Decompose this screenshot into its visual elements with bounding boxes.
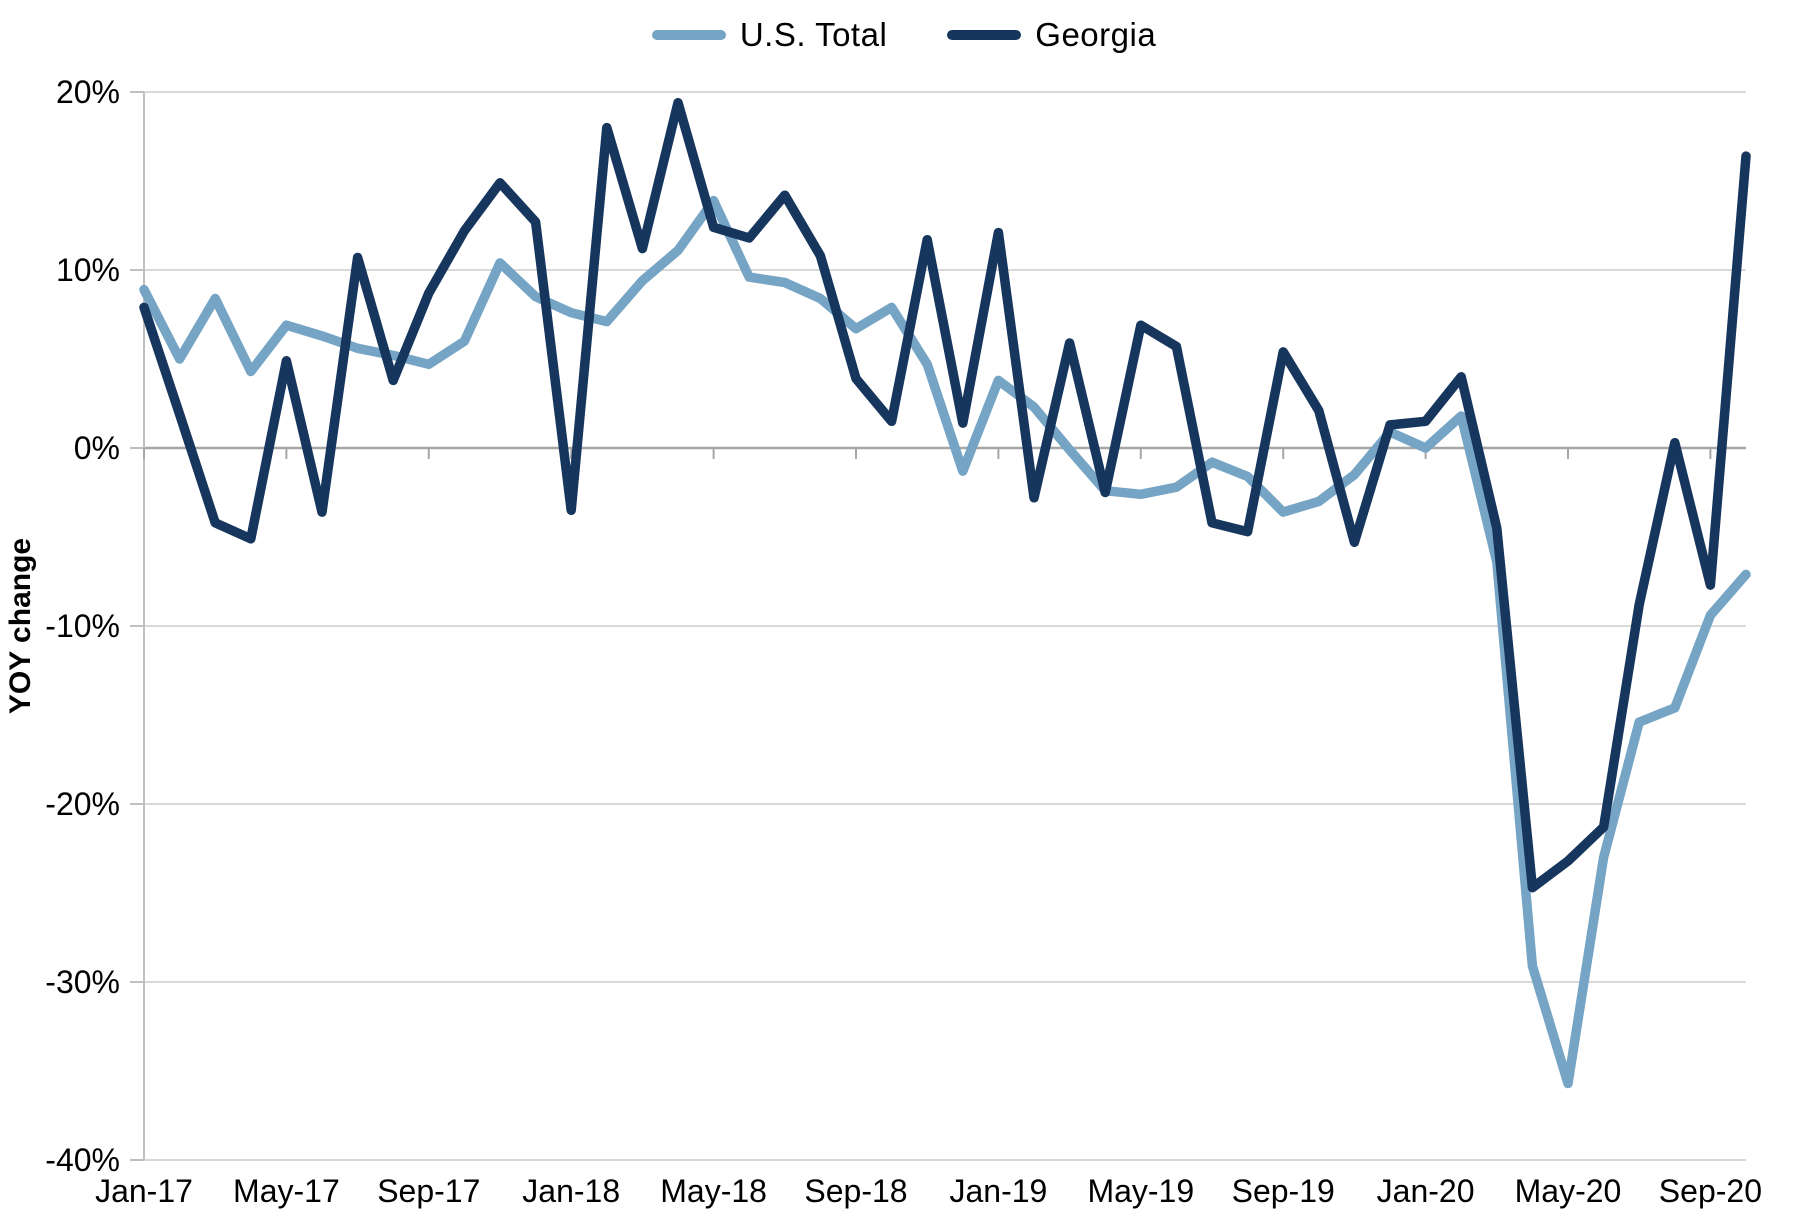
x-tick-label: Sep-19 <box>1232 1173 1335 1209</box>
legend-label: Georgia <box>1035 16 1157 53</box>
legend-swatch <box>947 30 1022 40</box>
legend-item: U.S. Total <box>651 16 888 54</box>
x-tick-label: Jan-17 <box>95 1173 193 1209</box>
y-tick-label: -10% <box>45 608 120 644</box>
x-tick-label: May-19 <box>1087 1173 1194 1209</box>
x-tick-label: Sep-18 <box>804 1173 907 1209</box>
legend-label: U.S. Total <box>739 16 888 53</box>
y-tick-label: -20% <box>45 786 120 822</box>
y-tick-label: -40% <box>45 1142 120 1178</box>
y-tick-label: -30% <box>45 964 120 1000</box>
chart-legend: U.S. Total Georgia <box>0 16 1808 54</box>
series-line-u-s-total <box>139 195 1751 1089</box>
x-tick-label: Sep-20 <box>1659 1173 1762 1209</box>
legend-item: Georgia <box>947 16 1156 54</box>
x-tick-label: Jan-19 <box>949 1173 1047 1209</box>
y-tick-label: 10% <box>56 252 120 288</box>
y-tick-label: 0% <box>74 430 120 466</box>
x-tick-label: Jan-18 <box>522 1173 620 1209</box>
x-tick-label: Jan-20 <box>1377 1173 1475 1209</box>
series-line-georgia <box>139 97 1751 893</box>
x-tick-label: Sep-17 <box>377 1173 480 1209</box>
y-axis-title: YOY change <box>4 538 37 714</box>
x-tick-label: May-18 <box>660 1173 767 1209</box>
legend-swatch <box>651 30 726 40</box>
x-tick-label: May-17 <box>233 1173 340 1209</box>
x-tick-label: May-20 <box>1515 1173 1622 1209</box>
y-tick-label: 20% <box>56 74 120 110</box>
